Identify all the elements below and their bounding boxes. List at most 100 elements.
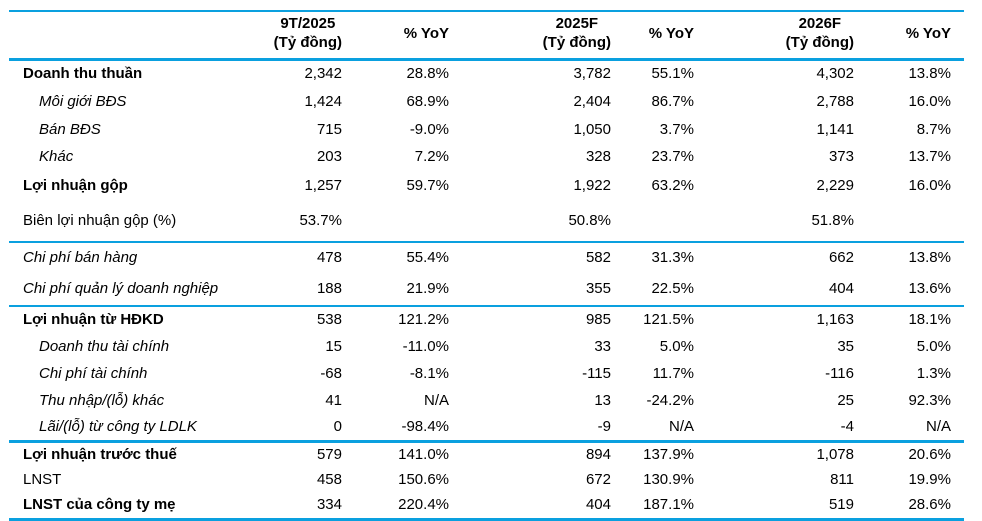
cell-value (342, 202, 449, 242)
col-header-period: 2026F (798, 15, 842, 32)
row-lai-lo-tu-cong-ty-ldlk: Lãi/(lỗ) từ công ty LDLK 0 -98.4% -9 N/A… (9, 415, 964, 441)
cell-value: 31.3% (651, 249, 694, 267)
cell-value: 1.3% (916, 365, 951, 383)
cell-value: 404 (585, 496, 611, 513)
row-label: Thu nhập/(lỗ) khác (39, 392, 165, 410)
table-body: Doanh thu thuần 2,342 28.8% 3,782 55.1% … (9, 59, 964, 519)
cell-value: 1,424 (304, 92, 342, 110)
cell-value: 1,163 (816, 311, 854, 329)
cell-value: -4 (840, 418, 854, 435)
cell-value: 63.2% (651, 177, 694, 195)
cell-value: 2,404 (573, 92, 611, 110)
cell-value: -116 (825, 365, 854, 383)
row-loi-nhuan-tu-hdkd: Lợi nhuận từ HĐKD 538 121.2% 985 121.5% … (9, 306, 964, 334)
row-ban-bds: Bán BĐS 715 -9.0% 1,050 3.7% 1,141 8.7% (9, 116, 964, 144)
row-label: Doanh thu thuần (23, 65, 143, 82)
row-label: Bán BĐS (39, 120, 101, 138)
cell-value: 141.0% (398, 445, 449, 463)
cell-value: 1,257 (304, 177, 342, 195)
cell-value: N/A (925, 418, 951, 435)
cell-value: 28.6% (908, 496, 951, 513)
cell-value: 53.7% (299, 212, 342, 230)
row-loi-nhuan-truoc-thue: Lợi nhuận trước thuế 579 141.0% 894 137.… (9, 441, 964, 467)
row-label: Biên lợi nhuận gộp (%) (23, 212, 177, 230)
cell-value: 8.7% (916, 120, 951, 138)
cell-value: 16.0% (908, 177, 951, 195)
header-row: 9T/2025 (Tỷ đồng) % YoY 2025F (Tỷ đồng) % … (9, 11, 964, 61)
cell-value: 51.8% (811, 212, 854, 230)
cell-value: -8.1% (409, 365, 449, 383)
cell-value: 1,141 (816, 120, 854, 138)
cell-value: 16.0% (908, 92, 951, 110)
cell-value (611, 202, 694, 242)
col-header-empty (9, 11, 241, 61)
row-label: Lợi nhuận gộp (23, 177, 128, 195)
cell-value: 33 (594, 338, 611, 356)
cell-value: 894 (585, 445, 611, 463)
row-loi-nhuan-gop: Lợi nhuận gộp 1,257 59.7% 1,922 63.2% 2,… (9, 171, 964, 202)
cell-value: 121.5% (643, 311, 694, 329)
cell-value: 582 (585, 249, 611, 267)
cell-value: -11.0% (402, 338, 449, 356)
row-label: Chi phí tài chính (39, 365, 148, 383)
cell-value: 7.2% (414, 148, 449, 166)
cell-value: 373 (828, 148, 854, 166)
cell-value: 20.6% (908, 445, 951, 463)
row-doanh-thu-thuan: Doanh thu thuần 2,342 28.8% 3,782 55.1% … (9, 59, 964, 88)
row-doanh-thu-tai-chinh: Doanh thu tài chính 15 -11.0% 33 5.0% 35… (9, 334, 964, 361)
cell-value: 458 (316, 470, 342, 488)
row-chi-phi-tai-chinh: Chi phí tài chính -68 -8.1% -115 11.7% -… (9, 361, 964, 388)
row-chi-phi-ban-hang: Chi phí bán hàng 478 55.4% 582 31.3% 662… (9, 242, 964, 274)
row-label: LNST của công ty mẹ (23, 496, 176, 513)
cell-value: -24.2% (646, 392, 694, 410)
cell-value: 478 (316, 249, 342, 267)
cell-value: 55.4% (406, 249, 449, 267)
cell-value: -9.0% (409, 120, 449, 138)
col-header-unit: (Tỷ đồng) (273, 33, 342, 51)
col-header-9t2025: 9T/2025 (Tỷ đồng) (241, 11, 342, 61)
row-lnst-cua-cong-ty-me: LNST của công ty mẹ 334 220.4% 404 187.1… (9, 493, 964, 519)
cell-value: 22.5% (651, 280, 694, 298)
cell-value: 28.8% (406, 65, 449, 82)
cell-value: 13 (594, 392, 611, 410)
col-header-yoy-3: % YoY (854, 11, 964, 61)
cell-value: 2,342 (304, 65, 342, 82)
cell-value (854, 202, 964, 242)
row-label: Lợi nhuận trước thuế (23, 445, 177, 463)
row-khac: Khác 203 7.2% 328 23.7% 373 13.7% (9, 144, 964, 171)
cell-value: 404 (828, 280, 854, 298)
col-header-unit: (Tỷ đồng) (542, 33, 611, 51)
cell-value: 538 (316, 311, 342, 329)
cell-value: 13.8% (908, 65, 951, 82)
col-header-2026f: 2026F (Tỷ đồng) (694, 11, 854, 61)
cell-value: 23.7% (651, 148, 694, 166)
table-header: 9T/2025 (Tỷ đồng) % YoY 2025F (Tỷ đồng) % … (9, 11, 964, 61)
row-moi-gioi-bds: Môi giới BĐS 1,424 68.9% 2,404 86.7% 2,7… (9, 88, 964, 116)
cell-value: 3.7% (659, 120, 694, 138)
cell-value: -9 (597, 418, 611, 435)
cell-value: 11.7% (652, 365, 694, 383)
cell-value: 334 (316, 496, 342, 513)
cell-value: 328 (585, 148, 611, 166)
cell-value: 68.9% (406, 92, 449, 110)
row-label: Lợi nhuận từ HĐKD (23, 311, 164, 329)
cell-value: 188 (316, 280, 342, 298)
col-header-unit: (Tỷ đồng) (785, 33, 854, 51)
cell-value: 41 (325, 392, 342, 410)
cell-value: 137.9% (643, 445, 694, 463)
cell-value: 21.9% (406, 280, 449, 298)
row-label: Chi phí bán hàng (23, 249, 138, 267)
row-chi-phi-quan-ly-doanh-nghiep: Chi phí quản lý doanh nghiệp 188 21.9% 3… (9, 274, 964, 306)
row-label: Môi giới BĐS (39, 92, 127, 110)
cell-value: 662 (828, 249, 854, 267)
cell-value: 5.0% (916, 338, 951, 356)
cell-value: 203 (316, 148, 342, 166)
cell-value: 86.7% (651, 92, 694, 110)
col-header-period: 2025F (555, 15, 599, 32)
cell-value: 5.0% (659, 338, 694, 356)
cell-value: 715 (316, 120, 342, 138)
cell-value: 121.2% (398, 311, 449, 329)
cell-value: 35 (837, 338, 854, 356)
cell-value: 519 (828, 496, 854, 513)
cell-value: 579 (316, 445, 342, 463)
